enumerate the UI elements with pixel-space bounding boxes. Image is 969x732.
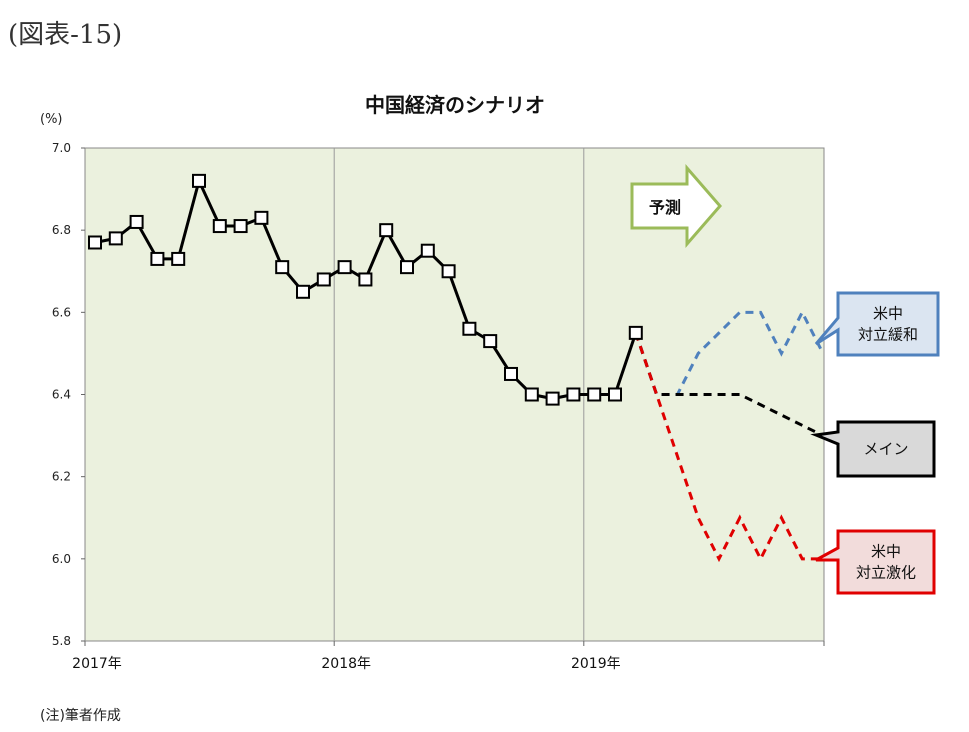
data-point-marker	[545, 391, 560, 406]
callout-box	[815, 529, 936, 595]
x-tick-label: 2017年	[72, 656, 122, 672]
y-tick-label: 6.4	[52, 388, 71, 402]
figure-label: (図表-15)	[8, 20, 123, 50]
data-point-marker	[316, 272, 331, 287]
callout-box	[810, 420, 936, 478]
y-tick-label: 7.0	[52, 141, 71, 155]
data-point-marker	[129, 214, 144, 229]
y-tick-label: 6.0	[52, 552, 71, 566]
data-point-marker	[296, 284, 310, 299]
y-tick-label: 5.8	[52, 634, 71, 648]
callout-label: 対立激化	[856, 564, 916, 582]
callout-box	[814, 291, 940, 357]
data-point-marker	[462, 321, 477, 336]
data-point-marker	[524, 387, 539, 402]
data-point-marker	[233, 219, 248, 234]
callout-label: メイン	[863, 440, 908, 458]
data-point-marker	[150, 251, 165, 266]
x-tick-label: 2018年	[321, 656, 371, 672]
forecast-label: 予測	[649, 198, 681, 217]
source-note: (注)筆者作成	[40, 708, 121, 724]
data-point-marker	[358, 272, 373, 287]
data-point-marker	[483, 334, 498, 349]
data-point-marker	[171, 251, 186, 266]
data-point-marker	[504, 366, 518, 381]
data-point-marker	[566, 387, 581, 402]
data-point-marker	[275, 260, 290, 275]
chart-title: 中国経済のシナリオ	[365, 93, 545, 117]
callout-main: メイン	[810, 420, 936, 478]
data-point-marker	[254, 210, 269, 225]
y-tick-label: 6.6	[52, 305, 71, 319]
data-point-marker	[108, 231, 123, 246]
data-point-marker	[337, 260, 352, 275]
y-tick-label: 6.2	[52, 470, 71, 484]
data-point-marker	[192, 173, 206, 188]
data-point-marker	[400, 260, 414, 275]
callout-label: 対立緩和	[858, 326, 918, 344]
data-point-marker	[587, 387, 602, 402]
data-point-marker	[608, 387, 622, 402]
data-point-marker	[212, 219, 227, 234]
data-point-marker	[379, 223, 394, 238]
data-point-marker	[420, 243, 435, 258]
forecast-arrow-shape	[630, 163, 722, 249]
data-point-marker	[441, 264, 456, 279]
series-line-main	[634, 332, 824, 437]
data-point-marker	[628, 325, 643, 340]
y-tick-label: 6.8	[52, 223, 71, 237]
data-point-marker	[88, 235, 102, 250]
callout-label: 米中	[873, 305, 903, 323]
forecast-arrow: 予測	[630, 163, 722, 249]
plot-area	[84, 147, 825, 642]
y-axis-unit: (%)	[40, 112, 63, 127]
x-tick-label: 2019年	[571, 656, 621, 672]
callout-label: 米中	[871, 543, 901, 561]
